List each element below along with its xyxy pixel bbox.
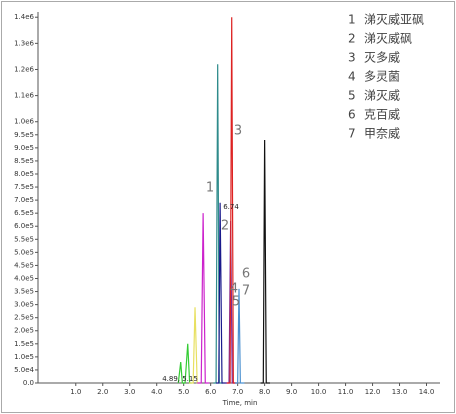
y-tick-label: 2.5e5 <box>14 314 34 322</box>
y-tick-label: 8.0e5 <box>14 170 34 178</box>
y-tick-label: 6.0e5 <box>14 222 34 230</box>
x-tick-label: 7.0 <box>232 388 243 396</box>
trace <box>226 17 238 384</box>
x-tick-label: 4.0 <box>151 388 162 396</box>
x-tick-label: 10.0 <box>311 388 327 396</box>
y-tick-label: 0.0 <box>23 379 34 387</box>
x-tick-label: 11.0 <box>338 388 354 396</box>
y-tick-label: 7.5e5 <box>14 183 34 191</box>
y-tick-label: 3.0e5 <box>14 301 34 309</box>
y-tick-label: 9.5e5 <box>14 131 34 139</box>
y-tick-label: 1.1e6 <box>14 92 34 100</box>
peak-annotation: 3 <box>234 124 242 139</box>
peak-annotation: 6 <box>242 267 250 282</box>
trace <box>260 140 271 384</box>
legend-number: 6 <box>348 108 356 122</box>
legend-name: 灭多威 <box>364 51 400 65</box>
x-tick-label: 12.0 <box>365 388 381 396</box>
trace <box>234 288 245 384</box>
y-tick-label: 1.4e6 <box>14 13 34 21</box>
y-tick-label: 4.5e5 <box>14 261 34 269</box>
y-tick-label: 7.0e5 <box>14 196 34 204</box>
y-tick-label: 1.5e5 <box>14 340 34 348</box>
legend-name: 克百威 <box>364 108 400 122</box>
peak-annotation: 4 <box>230 282 238 297</box>
y-tick-label: 5.5e5 <box>14 235 34 243</box>
peak-annotation: 6.74 <box>223 203 239 211</box>
y-tick-label: 1.0e5 <box>14 353 34 361</box>
y-tick-label: 1.3e6 <box>14 39 34 47</box>
legend-number: 4 <box>348 70 356 84</box>
legend-name: 涕灭威砜 <box>364 32 412 46</box>
y-tick-label: 1.0e6 <box>14 118 34 126</box>
x-tick-label: 5.0 <box>178 388 189 396</box>
y-tick-label: 9.0e5 <box>14 144 34 152</box>
legend-name: 涕灭威 <box>364 89 400 103</box>
peak-annotation: 4.89, 5.15 <box>162 375 198 383</box>
x-tick-label: 1.0 <box>70 388 81 396</box>
x-tick-label: 14.0 <box>419 388 435 396</box>
y-tick-label: 8.5e5 <box>14 157 34 165</box>
legend-number: 1 <box>348 13 356 27</box>
trace <box>213 64 223 384</box>
x-axis-label: Time, min <box>222 399 258 407</box>
y-tick-label: 1.2e6 <box>14 65 34 73</box>
x-tick-label: 13.0 <box>392 388 408 396</box>
legend-number: 3 <box>348 51 356 65</box>
legend-number: 2 <box>348 32 356 46</box>
trace <box>197 213 210 384</box>
legend-name: 多灵菌 <box>364 70 400 84</box>
x-tick-label: 2.0 <box>97 388 108 396</box>
x-tick-label: 3.0 <box>124 388 135 396</box>
peak-annotation: 1 <box>206 181 214 196</box>
trace <box>216 202 227 384</box>
peak-annotation: 7 <box>242 284 250 299</box>
y-tick-label: 5.0e4 <box>14 366 34 374</box>
y-tick-label: 4.0e5 <box>14 274 34 282</box>
x-tick-label: 6.0 <box>205 388 216 396</box>
peak-annotation: 2 <box>221 219 229 234</box>
legend-number: 5 <box>348 89 356 103</box>
y-tick-label: 3.5e5 <box>14 288 34 296</box>
peak-annotation: 5 <box>232 295 240 310</box>
x-tick-label: 9.0 <box>286 388 297 396</box>
x-tick-label: 8.0 <box>259 388 270 396</box>
legend-name: 涕灭威亚砜 <box>364 13 424 27</box>
y-tick-label: 6.5e5 <box>14 209 34 217</box>
legend-number: 7 <box>348 127 356 141</box>
y-tick-label: 5.0e5 <box>14 248 34 256</box>
legend-name: 甲奈威 <box>364 127 400 141</box>
y-tick-label: 2.0e5 <box>14 327 34 335</box>
